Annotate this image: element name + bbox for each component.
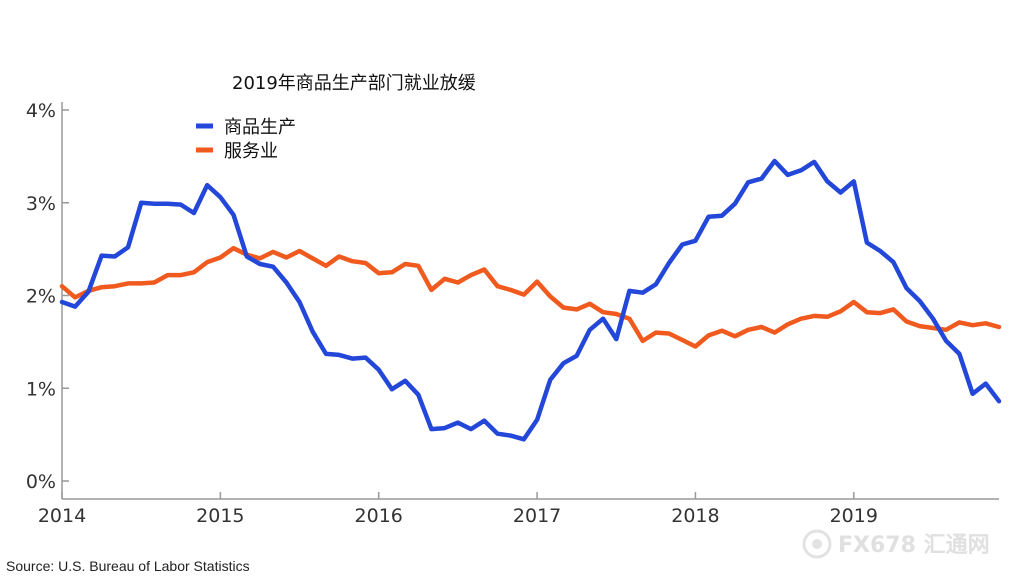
x-tick-label: 2016 xyxy=(355,505,403,527)
legend-label-goods: 商品生产 xyxy=(224,117,296,138)
watermark-text: FX678 汇通网 xyxy=(838,533,990,558)
services-series-line xyxy=(59,245,1002,349)
y-tick-label: 1% xyxy=(26,378,56,400)
chart-title: 2019年商品生产部门就业放缓 xyxy=(232,73,476,94)
legend: 商品生产 服务业 xyxy=(196,117,296,162)
x-tick-label: 2018 xyxy=(671,505,719,527)
x-tick-label: 2015 xyxy=(196,505,244,527)
x-ticks: 2014 2015 2016 2017 2018 2019 xyxy=(38,492,878,527)
source-note: Source: U.S. Bureau of Labor Statistics xyxy=(6,558,250,574)
legend-label-services: 服务业 xyxy=(224,141,278,162)
axes: 0% 1% 2% 3% 4% 2014 2015 2016 2017 2018 2019 xyxy=(26,100,999,527)
goods-series-line xyxy=(59,158,1002,442)
x-tick-label: 2017 xyxy=(513,505,561,527)
y-tick-label: 4% xyxy=(26,100,56,122)
watermark-logo: FX678 汇通网 xyxy=(802,529,990,559)
series-layer xyxy=(59,158,1002,442)
y-tick-label: 2% xyxy=(26,286,56,308)
y-ticks: 0% 1% 2% 3% 4% xyxy=(26,100,69,493)
y-tick-label: 0% xyxy=(26,471,56,493)
x-tick-label: 2014 xyxy=(38,505,86,527)
y-tick-label: 3% xyxy=(26,193,56,215)
x-tick-label: 2019 xyxy=(830,505,878,527)
